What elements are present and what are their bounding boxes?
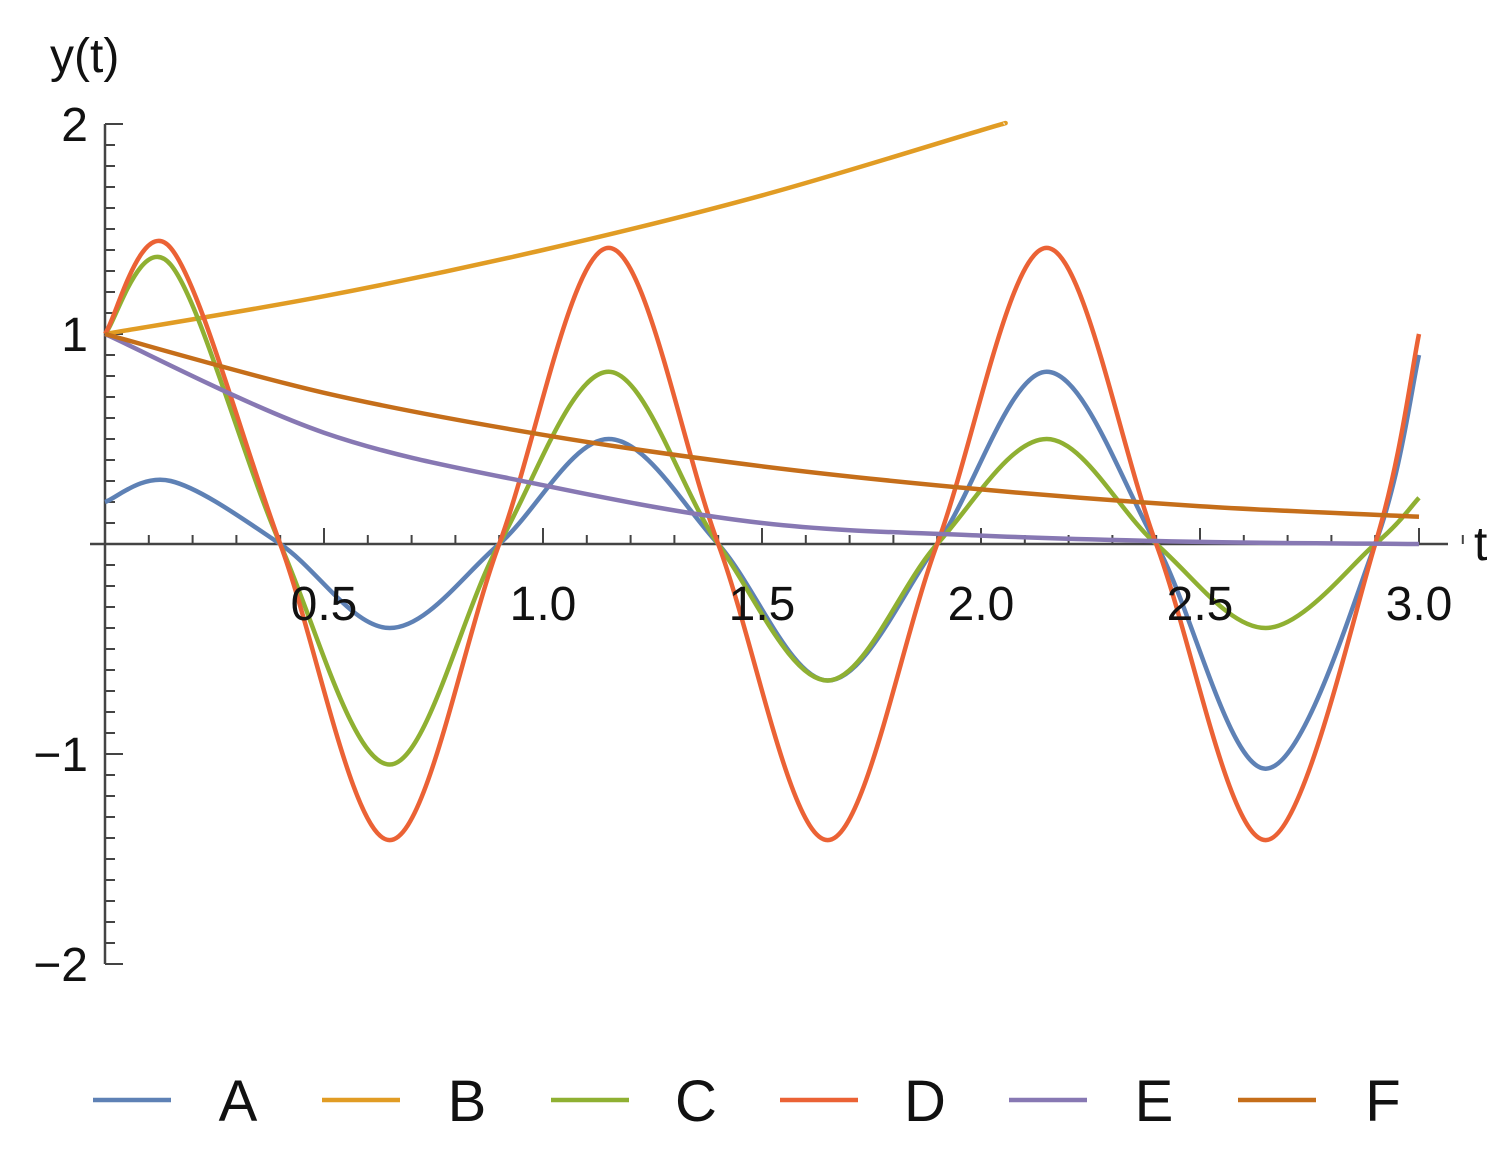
axis-labels: y(t) t 0.5 1.0 1.5 2.0 2.5 3.0 2 1 −1 −2: [33, 30, 1487, 992]
x-tick-label: 3.0: [1386, 578, 1453, 631]
y-axis-label: y(t): [50, 30, 119, 83]
series-line-D: [103, 238, 1422, 843]
x-axis-label: t: [1474, 518, 1487, 571]
x-tick-label: 0.5: [291, 578, 358, 631]
legend-label-E: E: [1135, 1069, 1174, 1134]
series-line-B: [104, 120, 1008, 337]
x-tick-label: 1.5: [729, 578, 796, 631]
series-line-A: [104, 354, 1422, 771]
legend-label-C: C: [675, 1069, 717, 1134]
legend-label-A: A: [219, 1069, 258, 1134]
series-line-E: [104, 331, 1420, 547]
legend-label-B: B: [448, 1069, 487, 1134]
legend: A B C D E F: [93, 1069, 1401, 1134]
y-tick-label: −1: [33, 729, 88, 782]
x-tick-label: 2.0: [948, 578, 1015, 631]
series-line-F: [104, 331, 1420, 519]
y-tick-label: 1: [61, 309, 88, 362]
legend-label-D: D: [904, 1069, 946, 1134]
x-tick-label: 2.5: [1167, 578, 1234, 631]
y-tick-label: −2: [33, 939, 88, 992]
y-tick-label: 2: [61, 99, 88, 152]
series-lines: [103, 120, 1422, 843]
x-tick-label: 1.0: [510, 578, 577, 631]
legend-label-F: F: [1365, 1069, 1400, 1134]
